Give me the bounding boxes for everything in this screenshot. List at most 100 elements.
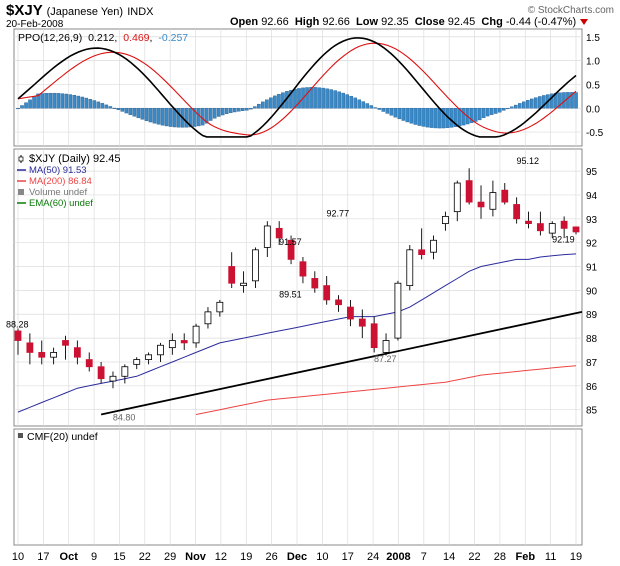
annotations: 95.12 92.77 91.57 89.51 88.28 92.19 87.27 84.80… [6, 153, 575, 422]
ppo-hist-bar [216, 108, 221, 117]
trendline [100, 310, 583, 416]
candle-body [406, 249, 414, 287]
ppo-hist-bar [477, 108, 482, 121]
ppo-hist-bar [204, 108, 209, 124]
low-value: 92.35 [381, 16, 409, 28]
ppo-hist-bar [249, 108, 253, 110]
ppo-hist-bar [257, 103, 261, 109]
candle-body [216, 301, 224, 313]
ppo-hist-bar [68, 94, 72, 109]
price-legend-entry: Volume undef [29, 187, 87, 198]
candle-body [204, 311, 212, 325]
ppo-hist-bar [305, 87, 309, 109]
ppo-hist-bar [245, 108, 249, 111]
candle-body [525, 220, 532, 224]
moving-averages [17, 253, 583, 416]
x-tick-label: Dec [287, 551, 307, 563]
candle-body [180, 340, 188, 344]
x-tick-label: Oct [60, 551, 79, 563]
candle-body [85, 359, 93, 368]
brand-logo: © StockCharts.com [527, 5, 614, 16]
price-tick-label: 92 [586, 239, 598, 250]
price-panel [13, 148, 583, 427]
candle-body [252, 249, 259, 282]
chg-label: Chg [481, 16, 503, 28]
ppo-hist-bar [184, 108, 189, 128]
ppo-hist-bar [156, 108, 161, 125]
ppo-histogram [16, 87, 578, 129]
candle-body [382, 340, 390, 353]
ppo-hist-bar [132, 108, 137, 117]
x-tick-label: 12 [215, 551, 227, 563]
ppo-hist-bar [349, 95, 353, 109]
ppo-hist-bar [429, 108, 434, 128]
x-tick-label: 11 [545, 551, 556, 563]
ppo-hist-bar [112, 107, 117, 109]
ppo-hist-bar [220, 108, 225, 116]
ppo-hist-bar [481, 108, 486, 119]
ppo-legend-name: PPO(12,26,9) [18, 32, 82, 44]
price-annotation: 88.28 [6, 319, 29, 329]
ppo-hist-bar [413, 108, 418, 125]
x-tick-label: 15 [113, 551, 125, 563]
chg-value: -0.44 (-0.47%) [505, 16, 577, 28]
ppo-hist-bar [534, 97, 538, 109]
candle-body [560, 220, 568, 229]
ppo-hist-bar [526, 100, 530, 109]
ppo-hist-bar [333, 90, 337, 109]
ppo-hist-bar [497, 108, 502, 113]
x-axis: 10 17 Oct 9 15 22 29 Nov 12 19 26 Dec 10 17 24 2008 7 14 2… [12, 551, 582, 563]
ppo-legend-signal: 0.469 [123, 32, 149, 44]
price-annotation: 91.57 [279, 237, 302, 247]
price-legend-entry: EMA(60) undef [29, 198, 93, 209]
ppo-hist-bar [44, 93, 48, 109]
candle-body [311, 278, 319, 289]
x-tick-label: 17 [37, 551, 49, 563]
ppo-hist-bar [433, 108, 438, 129]
price-tick-label: 86 [586, 382, 598, 393]
candle-body [26, 342, 34, 353]
ppo-hist-bar [297, 88, 301, 109]
x-tick-label: 17 [342, 551, 354, 563]
ppo-hist-bar [405, 108, 410, 123]
candle-body [275, 227, 283, 239]
candle-body [299, 261, 307, 277]
ppo-hist-bar [550, 93, 554, 109]
x-tick-label: 22 [139, 551, 151, 563]
close-label: Close [414, 16, 445, 28]
ppo-hist-bar [160, 108, 165, 126]
ppo-tick-label: 1.0 [586, 57, 600, 68]
x-tick-label: 7 [421, 551, 427, 563]
ppo-hist-bar [341, 92, 345, 109]
ppo-hist-bar [281, 92, 285, 109]
ppo-hist-bar [393, 108, 398, 118]
candle-body [418, 249, 426, 255]
ppo-hist-bar [208, 108, 213, 121]
ppo-hist-bar [397, 108, 402, 120]
ma50-line [17, 253, 577, 413]
ppo-tick-label: 1.5 [586, 33, 600, 44]
high-label: High [294, 16, 320, 28]
candle-body [489, 192, 497, 210]
ppo-hist-bar [449, 108, 454, 128]
ppo-hist-bar [104, 104, 109, 109]
close-value: 92.45 [447, 16, 476, 28]
ppo-hist-bar [36, 93, 40, 109]
ppo-hist-bar [517, 103, 522, 109]
candle-body [38, 352, 46, 358]
ppo-hist-bar [513, 104, 518, 109]
ppo-hist-bar [417, 108, 422, 126]
price-tick-label: 94 [586, 191, 598, 202]
ppo-hist-bar [381, 108, 386, 112]
x-tick-label: 19 [570, 551, 582, 563]
ppo-hist-bar [76, 95, 81, 109]
quote-bar: Open 92.66 High 92.66 Low 92.35 Close 92… [230, 16, 589, 28]
cmf-legend-marker [18, 433, 23, 438]
candle-body [347, 306, 354, 320]
candle-body [394, 282, 402, 339]
ppo-hist-bar [140, 108, 145, 120]
x-tick-label: Nov [185, 551, 207, 563]
ppo-hist-bar [100, 103, 105, 109]
ppo-line [17, 37, 577, 138]
ppo-hist-bar [168, 108, 173, 127]
